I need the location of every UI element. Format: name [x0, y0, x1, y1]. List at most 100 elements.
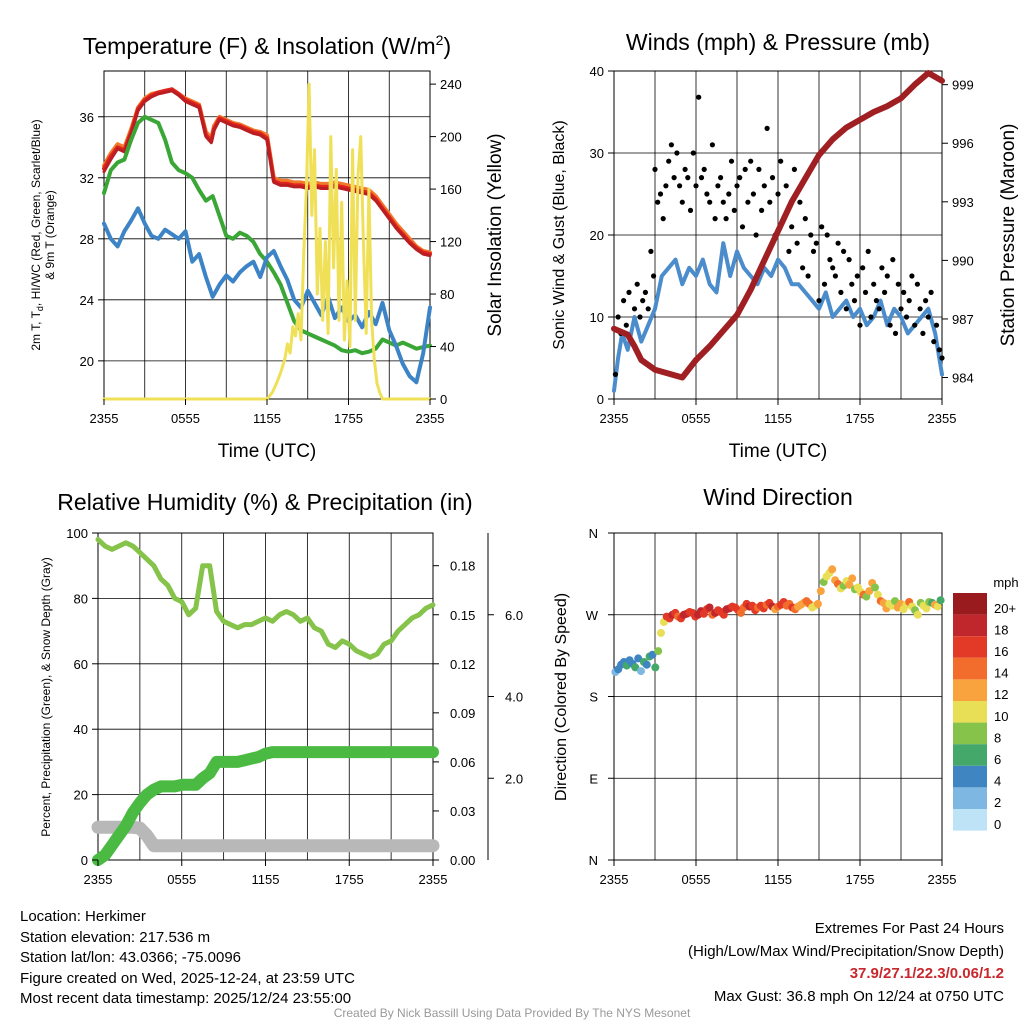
direction-point	[648, 650, 657, 659]
winds-y2-tick-label: 987	[952, 312, 974, 327]
winds-ylabel-right: Station Pressure (Maroon)	[998, 124, 1019, 347]
direction-y-tick-label: N	[589, 526, 598, 541]
gust-point	[753, 232, 759, 238]
gust-point	[698, 175, 705, 181]
temperature-ylabel: 2m T, Td, HI/WC (Red, Green, Scarlet/Blu…	[29, 119, 57, 350]
gust-point	[813, 240, 819, 246]
gust-point	[868, 314, 874, 320]
wind-direction-grid	[614, 532, 942, 861]
direction-point	[654, 647, 663, 656]
gust-point	[887, 322, 893, 328]
direction-x-tick-label: 1155	[764, 872, 792, 887]
gust-point	[690, 150, 696, 156]
gust-point	[860, 265, 866, 271]
direction-point	[637, 667, 645, 676]
gust-point	[701, 166, 707, 172]
humidity-y-tick-label: 0	[81, 853, 88, 868]
gust-point	[879, 265, 885, 271]
gust-point	[626, 289, 632, 295]
winds-y2-tick-label: 984	[952, 371, 974, 386]
legend-swatch	[953, 614, 987, 637]
temperature-y-tick-label: 28	[80, 232, 94, 247]
gust-point	[715, 183, 721, 189]
temperature-x-tick-label: 2355	[90, 411, 119, 426]
gust-point	[615, 314, 621, 320]
legend-swatch	[953, 679, 987, 701]
gust-point	[786, 248, 792, 254]
extremes-values: 37.9/27.1/22.3/0.06/1.2	[849, 965, 1004, 982]
snow-y-tick-label: 2.0	[505, 771, 523, 786]
gust-point	[704, 191, 710, 197]
temperature-x-tick-label: 1155	[253, 411, 281, 426]
precip-y-tick-label: 0.00	[450, 853, 475, 868]
winds-x-tick-label: 1755	[846, 411, 875, 426]
direction-point	[657, 628, 665, 637]
temperature-y-tick-label: 24	[80, 293, 94, 308]
winds-y-tick-label: 20	[590, 228, 604, 243]
gust-point	[876, 306, 882, 312]
elevation-text: Station elevation: 217.536 m	[20, 928, 211, 946]
humidity-x-tick-label: 0555	[167, 872, 196, 887]
gust-point	[764, 125, 770, 131]
direction-point	[813, 599, 822, 608]
direction-x-tick-label: 2355	[600, 872, 629, 887]
wind-direction-series	[611, 565, 945, 676]
wind-direction-ylabel: Direction (Colored By Speed)	[553, 593, 570, 801]
direction-point	[651, 663, 660, 672]
wind-direction-panel: Wind Direction 2355 0555 1155 1755 2355NESWN…	[553, 484, 1019, 887]
temperature-y2-tick-label: 120	[440, 235, 462, 250]
gust-point	[687, 207, 694, 213]
winds-ylabel: Sonic Wind & Gust (Blue, Black)	[551, 120, 568, 349]
max-gust-text: Max Gust: 36.8 mph On 12/24 at 0750 UTC	[713, 987, 1004, 1005]
winds-y2-tick-label: 990	[952, 253, 974, 268]
direction-y-tick-label: W	[586, 608, 599, 623]
gust-point	[851, 298, 858, 304]
temperature-y-tick-label: 32	[80, 171, 94, 186]
humidity-x-tick-label: 1755	[335, 872, 364, 887]
winds-x-tick-label: 2355	[928, 411, 957, 426]
gust-point	[838, 289, 844, 295]
direction-point	[705, 603, 714, 612]
gust-point	[914, 281, 921, 287]
humidity-x-tick-label: 2355	[84, 872, 113, 887]
gust-point	[679, 199, 685, 205]
gust-point	[873, 298, 880, 304]
temperature-y2-tick-label: 0	[440, 392, 447, 407]
temperature-panel: Temperature (F) & Insolation (W/m2) 2355…	[29, 32, 506, 462]
gust-point	[862, 289, 869, 295]
temperature-ylabel-right: Solar Insolation (Yellow)	[485, 133, 506, 336]
gust-point	[827, 257, 833, 263]
direction-point	[634, 654, 643, 663]
winds-title: Winds (mph) & Pressure (mb)	[626, 29, 930, 55]
gust-point	[898, 306, 904, 312]
gust-point	[767, 199, 773, 205]
temperature-x-tick-label: 0555	[171, 411, 200, 426]
gust-point	[906, 298, 912, 304]
gust-point	[645, 306, 651, 312]
humidity-y-tick-label: 100	[66, 526, 88, 541]
gust-point	[666, 158, 672, 164]
gust-point	[939, 355, 945, 361]
direction-point	[933, 602, 942, 611]
gust-point	[808, 232, 814, 238]
legend-swatch	[953, 765, 987, 788]
gust-point	[737, 175, 743, 181]
gust-point	[728, 158, 735, 164]
legend-label: 4	[994, 774, 1001, 789]
gust-point	[794, 240, 800, 246]
legend-label: 10	[994, 709, 1008, 724]
gust-point	[778, 158, 784, 164]
gust-point	[925, 314, 931, 320]
station-info: Location: Herkimer Station elevation: 21…	[20, 907, 355, 1010]
direction-y-tick-label: E	[589, 771, 598, 786]
gust-point	[745, 199, 751, 205]
gust-point	[797, 199, 803, 205]
gust-point	[816, 298, 822, 304]
temperature-line-solar-insolation	[102, 82, 432, 401]
gust-point	[739, 224, 746, 230]
gust-point	[892, 330, 899, 336]
temperature-ticks: 2355 0555 1155 1755 2355 20 24 28 32 36 0 40 80 120 16…	[80, 77, 462, 426]
gust-point	[830, 265, 836, 271]
winds-xlabel: Time (UTC)	[729, 441, 828, 462]
